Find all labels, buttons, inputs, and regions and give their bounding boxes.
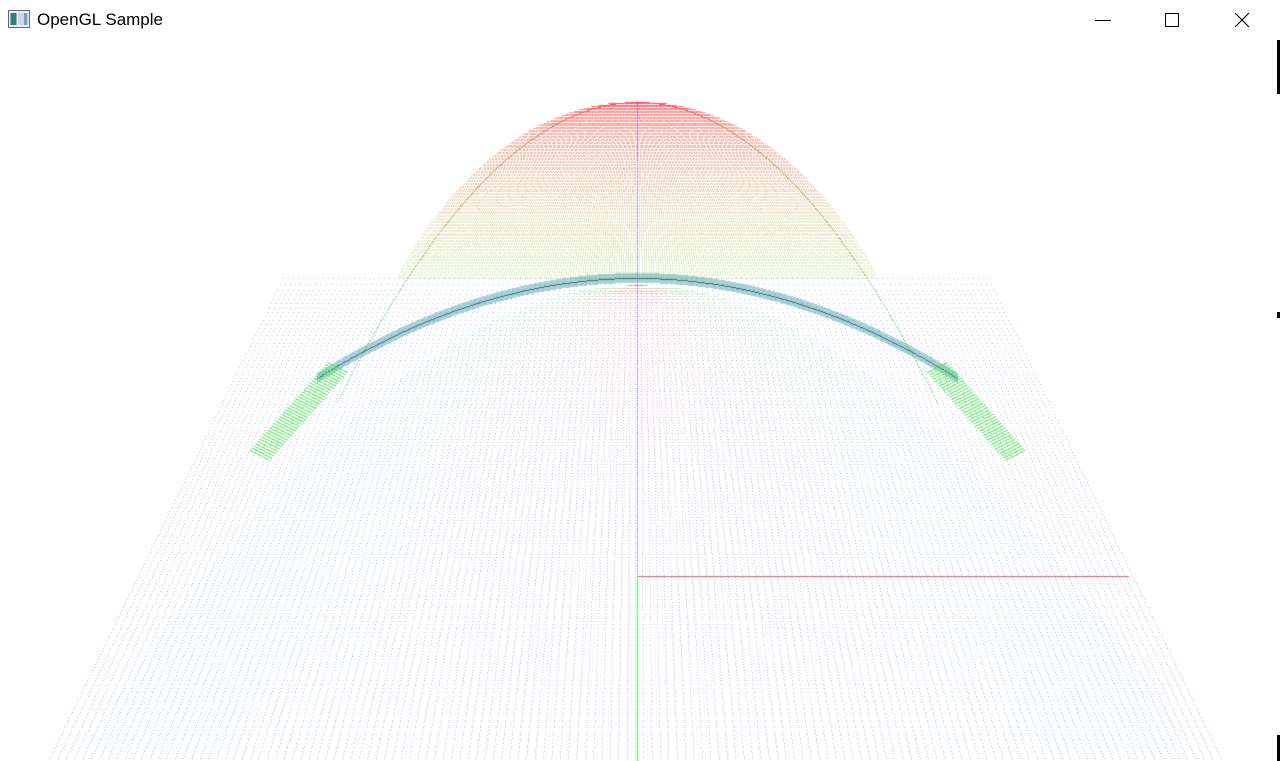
close-button[interactable] — [1219, 0, 1265, 40]
maximize-button[interactable] — [1149, 0, 1195, 40]
window-app-icon[interactable] — [8, 10, 30, 28]
minimize-icon — [1095, 12, 1111, 28]
window-title: OpenGL Sample — [37, 10, 163, 29]
point-cloud-canvas[interactable] — [0, 40, 1276, 761]
border-segment — [1277, 735, 1280, 761]
minimize-button[interactable] — [1080, 0, 1126, 40]
opengl-viewport[interactable] — [0, 40, 1276, 761]
maximize-icon — [1164, 12, 1180, 28]
window-right-border — [1276, 40, 1280, 761]
border-segment — [1277, 312, 1280, 318]
close-icon — [1234, 12, 1250, 28]
title-bar[interactable]: OpenGL Sample — [0, 0, 1280, 40]
border-segment — [1277, 40, 1280, 94]
